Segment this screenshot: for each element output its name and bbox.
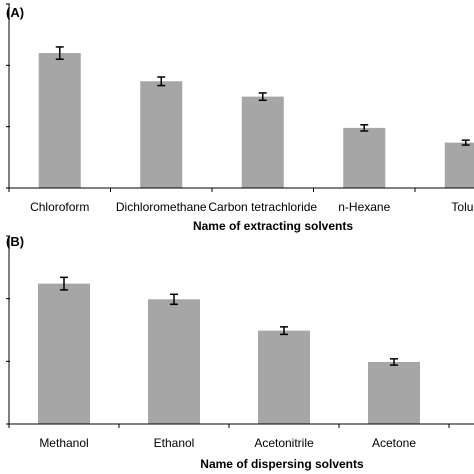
- panel-b-category-label: Ethanol: [154, 436, 195, 450]
- panel-a-x-axis-label: Name of extracting solvents: [193, 219, 353, 233]
- panel-a-category-label: Carbon tetrachloride: [208, 200, 317, 214]
- panel-a-bar-chloroform: [38, 53, 81, 188]
- panel-b-bar-acetonitrile: [258, 330, 310, 424]
- panel-a-bar-toluene: [444, 142, 474, 188]
- panel-b-x-axis-label: Name of dispersing solvents: [200, 457, 364, 471]
- panel-b-error-bar-methanol: [60, 276, 68, 291]
- panel-a-error-bar-toluene: [461, 139, 470, 146]
- panel-b-chart: Methanol Ethanol Acetonitrile Acetone Name o…: [6, 234, 474, 471]
- panel-a-error-bar-n-hexane: [360, 124, 369, 132]
- panel-a-panel-label: (A): [6, 5, 24, 20]
- panel-a-category-label: n-Hexane: [338, 200, 390, 214]
- panel-b-bar-methanol: [38, 283, 90, 424]
- panel-a-bar-dichloromethane: [140, 81, 183, 188]
- panel-b-error-bar-acetone: [390, 358, 398, 366]
- panel-a-category-label: Toluе: [451, 200, 474, 214]
- panel-a-error-bar-dichloromethane: [157, 76, 166, 87]
- panel-b-category-label: Acetonitrile: [254, 436, 314, 450]
- panel-a-error-bar-carbon-tetrachloride: [258, 92, 267, 102]
- panel-a-error-bar-chloroform: [55, 46, 64, 60]
- panel-b-panel-label: (B): [6, 234, 24, 249]
- panel-b-bar-ethanol: [148, 299, 200, 424]
- panel-b-error-bar-ethanol: [170, 293, 178, 306]
- panel-b-category-label: Acetone: [372, 436, 416, 450]
- panel-a-chart: Chloroform Dichloromethane Carbon tetrachl…: [6, 3, 474, 233]
- panel-a-category-label: Dichloromethane: [116, 200, 207, 214]
- panel-b-error-bar-acetonitrile: [280, 326, 288, 336]
- panel-a-bar-carbon-tetrachloride: [241, 96, 284, 188]
- panel-a-category-label: Chloroform: [30, 200, 89, 214]
- panel-b-bar-acetone: [368, 361, 420, 424]
- panel-b-category-label: Methanol: [39, 436, 88, 450]
- panel-a-bar-n-hexane: [343, 127, 386, 188]
